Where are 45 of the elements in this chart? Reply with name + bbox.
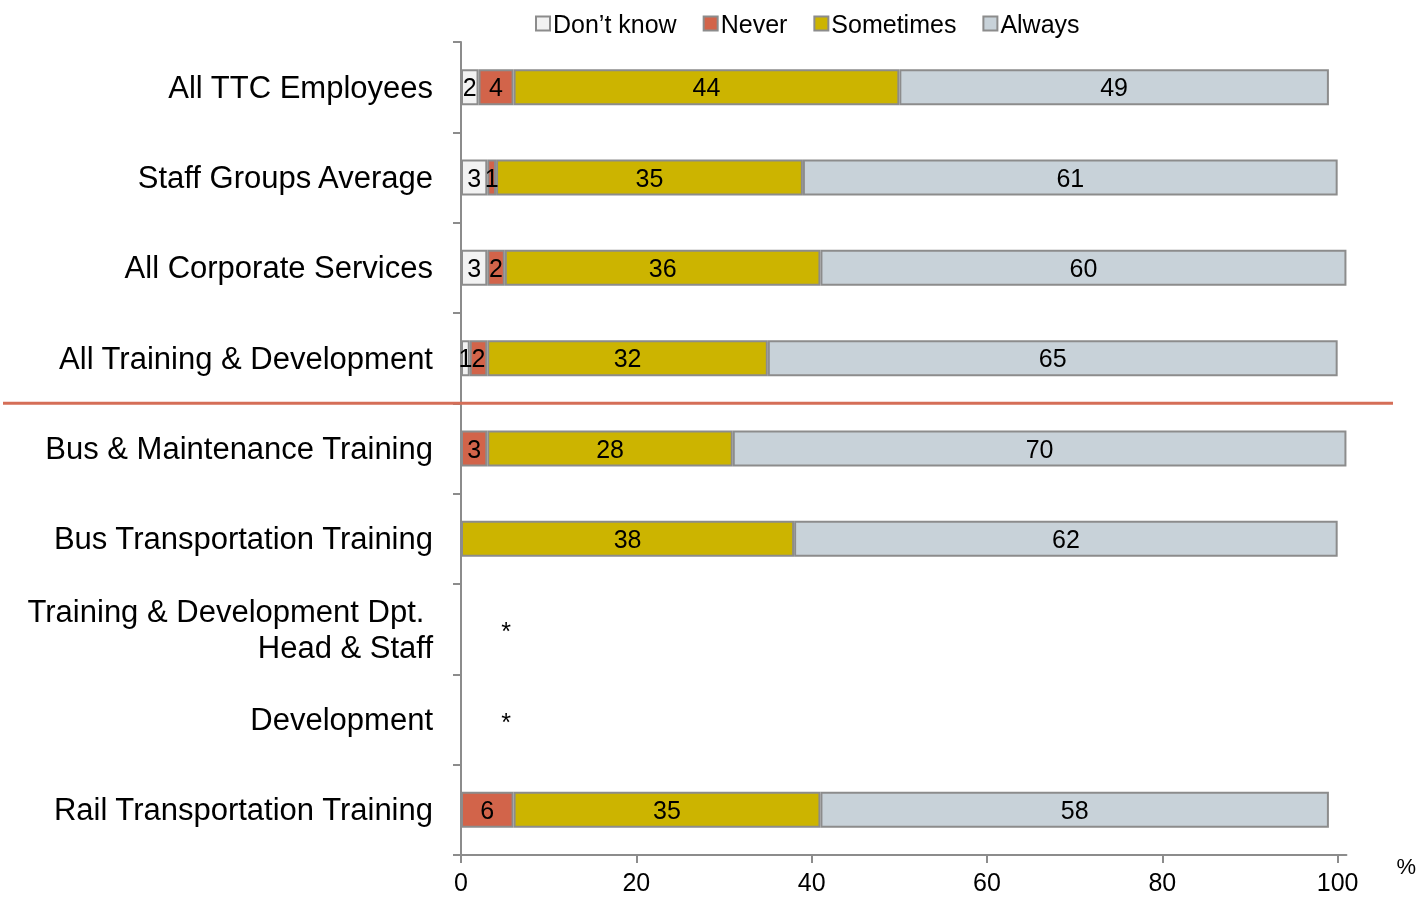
data-label: 2 — [489, 253, 504, 282]
legend-label: Never — [720, 9, 788, 38]
x-tick-label: 80 — [1148, 867, 1177, 896]
data-label: 38 — [613, 524, 642, 553]
y-tick-label: Bus Transportation Training — [53, 521, 433, 557]
data-label: 3 — [467, 163, 482, 192]
data-label: 4 — [489, 73, 504, 102]
legend-label: Sometimes — [831, 9, 957, 38]
data-label: 28 — [596, 434, 624, 463]
data-label: 35 — [653, 795, 681, 824]
data-label: 62 — [1052, 524, 1080, 553]
data-label: 36 — [648, 253, 677, 282]
y-tick-label: Training & Development Dpt. Head & Staff — [27, 593, 434, 665]
data-label: 1 — [484, 163, 499, 192]
data-label: 3 — [467, 434, 482, 463]
data-label: 3 — [467, 253, 482, 282]
x-tick-label: 60 — [973, 867, 1001, 896]
data-label: 70 — [1025, 434, 1054, 463]
data-label: 2 — [462, 73, 477, 102]
y-tick-label: Development — [250, 702, 434, 737]
annotation: * — [501, 617, 512, 646]
y-tick-label: Rail Transportation Training — [53, 792, 433, 828]
data-label: 61 — [1056, 163, 1085, 192]
x-axis-title: % — [1396, 853, 1416, 879]
data-label: 2 — [471, 344, 486, 373]
x-tick-label: 40 — [797, 867, 826, 896]
y-tick-label: All TTC Employees — [168, 69, 433, 105]
x-tick-label: 0 — [454, 867, 468, 896]
data-label: 32 — [613, 344, 642, 373]
legend-label: Don’t know — [553, 9, 678, 38]
x-tick-label: 20 — [622, 867, 651, 896]
data-label: 60 — [1069, 253, 1098, 282]
data-label: 58 — [1060, 795, 1089, 824]
data-label: 65 — [1038, 344, 1067, 373]
y-tick-label: All Training & Development — [59, 340, 434, 376]
y-tick-label: All Corporate Services — [124, 250, 433, 286]
x-tick-label: 100 — [1316, 867, 1359, 896]
y-tick-label: Staff Groups Average — [137, 160, 433, 195]
data-label: 35 — [635, 163, 664, 192]
legend-label: Always — [1000, 9, 1080, 38]
y-tick-label: Bus & Maintenance Training — [45, 431, 433, 466]
data-label: 44 — [692, 73, 721, 102]
annotation: * — [501, 707, 512, 736]
data-label: 6 — [480, 795, 495, 824]
data-label: 49 — [1100, 73, 1129, 102]
